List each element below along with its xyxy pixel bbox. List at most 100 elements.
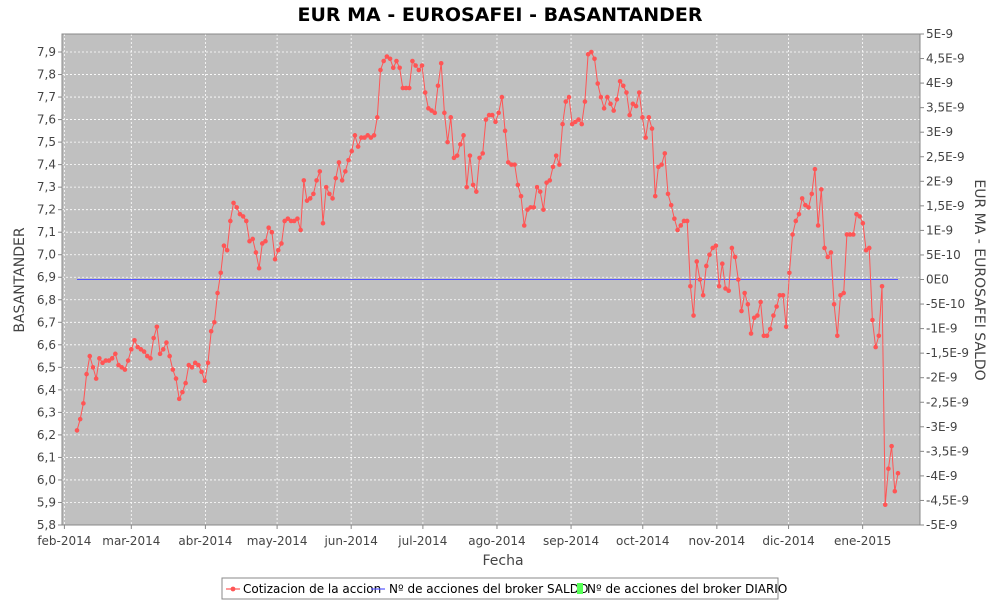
price-point bbox=[771, 313, 776, 318]
price-point bbox=[336, 160, 342, 165]
price-point bbox=[617, 78, 623, 84]
y2-tick-label: -5E-10 bbox=[926, 297, 965, 311]
price-point bbox=[253, 250, 259, 255]
x-axis-label: Fecha bbox=[482, 553, 523, 569]
price-point bbox=[857, 214, 862, 219]
legend-price-marker bbox=[230, 586, 236, 592]
y-tick-label: 6,8 bbox=[37, 293, 56, 307]
price-point bbox=[889, 443, 894, 449]
price-point bbox=[97, 356, 102, 361]
price-point bbox=[349, 148, 355, 154]
price-point bbox=[659, 162, 664, 167]
price-point bbox=[790, 232, 795, 237]
y2-axis-label: EUR MA - EUROSAFEI SALDO bbox=[971, 179, 987, 380]
price-point bbox=[416, 67, 422, 73]
price-point bbox=[374, 115, 380, 120]
price-point bbox=[557, 162, 562, 167]
price-point bbox=[713, 243, 719, 249]
y-axis-left: 5,8 5,9 6,0 6,1 6,2 6,3 6,4 6,5 6,6 6,7 6,8 6,9 7,0 7… bbox=[37, 45, 62, 532]
price-point bbox=[723, 286, 728, 291]
price-point bbox=[448, 115, 454, 120]
price-point bbox=[745, 301, 751, 307]
price-point bbox=[847, 232, 853, 237]
y-tick-label: 7,5 bbox=[37, 135, 56, 149]
price-point bbox=[74, 428, 80, 433]
y-axis-right: -5E-9 -4,5E-9 -4E-9 -3,5E-9 -3E-9 -2,5E-9 -2E-… bbox=[920, 27, 969, 532]
price-point bbox=[879, 283, 885, 289]
price-point bbox=[445, 139, 450, 145]
price-point bbox=[87, 353, 93, 359]
price-point bbox=[192, 360, 198, 366]
price-point bbox=[620, 83, 626, 89]
price-point bbox=[815, 223, 821, 228]
price-point bbox=[691, 313, 696, 318]
price-point bbox=[202, 378, 208, 384]
y-tick-label: 7,0 bbox=[37, 248, 56, 262]
price-point bbox=[614, 97, 620, 102]
price-point bbox=[707, 252, 712, 258]
price-point bbox=[196, 362, 201, 368]
price-point bbox=[886, 466, 891, 471]
y2-tick-label: -3E-9 bbox=[926, 420, 958, 434]
price-point bbox=[595, 81, 601, 86]
price-point bbox=[598, 94, 604, 100]
price-point bbox=[627, 112, 632, 118]
price-point bbox=[458, 142, 463, 147]
price-point bbox=[378, 67, 383, 73]
price-point bbox=[467, 153, 473, 158]
price-point bbox=[630, 101, 636, 107]
price-point bbox=[825, 254, 831, 260]
legend-saldo-label: Nº de acciones del broker SALDO bbox=[389, 582, 588, 596]
price-point bbox=[563, 99, 569, 104]
y-tick-label: 6,1 bbox=[37, 450, 56, 464]
price-point bbox=[835, 333, 840, 339]
price-point bbox=[394, 58, 399, 64]
price-point bbox=[129, 347, 134, 352]
price-point bbox=[812, 166, 818, 172]
price-point bbox=[767, 326, 773, 332]
price-point bbox=[330, 196, 335, 201]
price-point bbox=[157, 351, 163, 357]
price-point bbox=[119, 365, 125, 370]
price-point bbox=[403, 85, 409, 91]
price-point bbox=[806, 205, 811, 210]
price-point bbox=[560, 121, 565, 127]
price-point bbox=[413, 63, 418, 68]
price-point bbox=[199, 369, 204, 375]
y-tick-label: 5,8 bbox=[37, 518, 56, 532]
y2-tick-label: 3,5E-9 bbox=[926, 101, 965, 115]
price-point bbox=[483, 117, 489, 122]
x-tick-label: dic-2014 bbox=[762, 534, 814, 548]
price-point bbox=[384, 54, 390, 59]
y2-tick-label: 2E-9 bbox=[926, 174, 953, 188]
price-point bbox=[410, 58, 415, 64]
y-axis-label: BASANTANDER bbox=[12, 227, 28, 333]
price-point bbox=[748, 331, 754, 336]
price-point bbox=[189, 365, 195, 370]
price-point bbox=[502, 128, 508, 134]
y2-tick-label: -4E-9 bbox=[926, 469, 958, 483]
price-point bbox=[780, 292, 786, 298]
y-tick-label: 6,4 bbox=[37, 383, 56, 397]
price-point bbox=[224, 247, 230, 253]
price-point bbox=[726, 288, 731, 294]
price-point bbox=[426, 106, 431, 111]
price-point bbox=[314, 178, 319, 183]
price-point bbox=[135, 344, 140, 350]
price-point bbox=[547, 178, 553, 183]
price-point bbox=[355, 144, 361, 149]
price-point bbox=[665, 191, 671, 197]
price-point bbox=[828, 250, 834, 255]
y-tick-label: 7,8 bbox=[37, 68, 56, 82]
price-point bbox=[442, 110, 447, 116]
price-point bbox=[509, 162, 514, 167]
y2-tick-label: 1E-9 bbox=[926, 223, 953, 237]
price-point bbox=[160, 347, 166, 352]
price-point bbox=[247, 238, 252, 244]
price-point bbox=[237, 211, 243, 217]
price-point bbox=[700, 292, 706, 298]
price-point bbox=[362, 135, 367, 140]
price-point bbox=[716, 283, 722, 289]
y2-tick-label: -5E-9 bbox=[926, 518, 958, 532]
